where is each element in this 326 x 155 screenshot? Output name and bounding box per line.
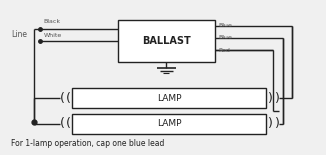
Bar — [72, 114, 266, 134]
Bar — [118, 20, 215, 62]
Text: BALLAST: BALLAST — [142, 36, 191, 46]
Text: Blue: Blue — [218, 23, 232, 28]
Text: ): ) — [274, 117, 279, 130]
Text: (: ( — [66, 117, 71, 130]
Text: ): ) — [268, 92, 273, 105]
Text: White: White — [43, 33, 62, 38]
Text: Blue: Blue — [218, 35, 232, 40]
Text: Line: Line — [11, 30, 27, 39]
Text: ): ) — [274, 92, 279, 105]
Text: For 1-lamp operation, cap one blue lead: For 1-lamp operation, cap one blue lead — [11, 139, 164, 148]
Text: (: ( — [60, 117, 65, 130]
Text: (: ( — [60, 92, 65, 105]
Text: Red: Red — [218, 48, 230, 53]
Text: ): ) — [268, 117, 273, 130]
Text: (: ( — [66, 92, 71, 105]
Bar — [72, 88, 266, 108]
Text: LAMP: LAMP — [157, 120, 182, 128]
Text: Black: Black — [43, 19, 61, 24]
Text: LAMP: LAMP — [157, 94, 182, 103]
